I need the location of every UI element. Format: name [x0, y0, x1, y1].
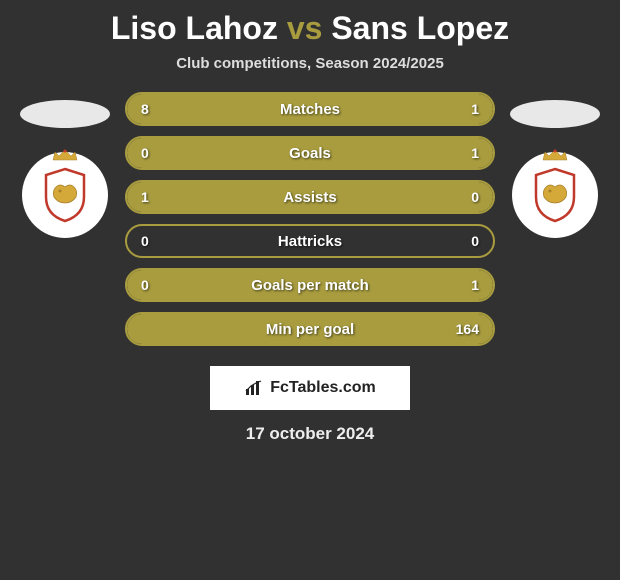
- date-label: 17 october 2024: [246, 424, 375, 444]
- stat-label: Matches: [127, 101, 493, 118]
- crown-icon: [541, 148, 569, 162]
- player1-silhouette: [20, 100, 110, 128]
- stat-row: 1Assists0: [125, 180, 495, 214]
- crown-icon: [51, 148, 79, 162]
- source-label: FcTables.com: [270, 379, 376, 397]
- player1-club-badge: [22, 152, 108, 238]
- source-badge: FcTables.com: [210, 366, 410, 410]
- stat-value-right: 1: [471, 145, 479, 161]
- stat-row: 0Goals1: [125, 136, 495, 170]
- right-side: [505, 92, 605, 238]
- subtitle: Club competitions, Season 2024/2025: [176, 55, 444, 72]
- stat-label: Assists: [127, 189, 493, 206]
- stats-list: 8Matches10Goals11Assists00Hattricks00Goa…: [125, 92, 495, 346]
- stat-label: Hattricks: [127, 233, 493, 250]
- stat-label: Goals per match: [127, 277, 493, 294]
- shield-icon: [42, 167, 88, 223]
- page-title: Liso Lahoz vs Sans Lopez: [111, 10, 509, 47]
- comparison-card: Liso Lahoz vs Sans Lopez Club competitio…: [0, 0, 620, 454]
- stat-value-right: 164: [456, 321, 479, 337]
- stat-row: 8Matches1: [125, 92, 495, 126]
- player2-silhouette: [510, 100, 600, 128]
- player2-name: Sans Lopez: [331, 10, 509, 46]
- left-side: [15, 92, 115, 238]
- main-row: 8Matches10Goals11Assists00Hattricks00Goa…: [0, 92, 620, 346]
- stat-value-right: 0: [471, 233, 479, 249]
- stat-value-right: 0: [471, 189, 479, 205]
- shield-icon: [532, 167, 578, 223]
- chart-icon: [244, 379, 266, 397]
- stat-value-right: 1: [471, 277, 479, 293]
- player2-club-badge: [512, 152, 598, 238]
- stat-label: Min per goal: [127, 321, 493, 338]
- stat-row: 0Goals per match1: [125, 268, 495, 302]
- player1-name: Liso Lahoz: [111, 10, 278, 46]
- stat-row: 0Hattricks0: [125, 224, 495, 258]
- stat-row: Min per goal164: [125, 312, 495, 346]
- stat-label: Goals: [127, 145, 493, 162]
- vs-label: vs: [287, 10, 323, 46]
- stat-value-right: 1: [471, 101, 479, 117]
